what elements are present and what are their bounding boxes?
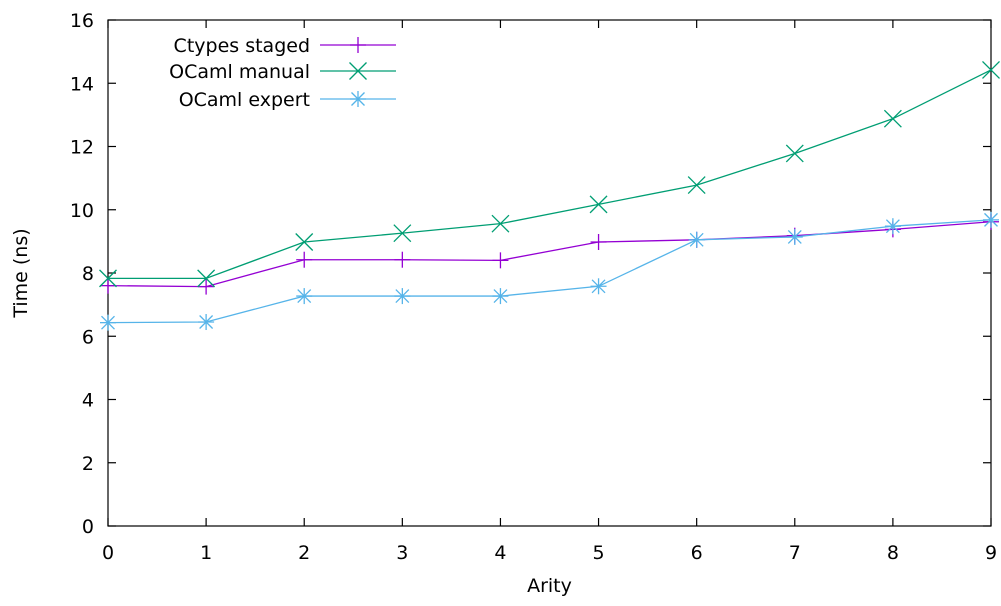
x-tick-label: 1 [200, 542, 212, 564]
marker-stroke [984, 212, 998, 227]
y-tick-label: 8 [82, 263, 94, 285]
legend-marker [350, 37, 366, 53]
data-point [590, 278, 607, 295]
data-point [198, 314, 215, 331]
x-tick-label: 5 [593, 542, 605, 564]
marker-stroke [101, 315, 115, 330]
data-point [197, 269, 216, 288]
x-tick-label: 8 [887, 542, 899, 564]
marker-stroke [491, 214, 510, 233]
data-point [883, 109, 902, 128]
marker-stroke [589, 195, 608, 214]
marker-stroke [393, 224, 412, 243]
series-ocaml-manual [99, 61, 1000, 288]
series-line [107, 221, 992, 288]
x-tick-label: 0 [102, 542, 114, 564]
data-point [198, 278, 215, 295]
data-point [100, 314, 116, 331]
legend-marker [350, 91, 366, 107]
marker-stroke [493, 289, 508, 304]
marker-stroke [687, 176, 706, 195]
marker-stroke [199, 315, 214, 329]
y-tick-label: 12 [70, 137, 94, 159]
series-line [107, 219, 992, 324]
data-point [296, 288, 313, 305]
data-point [492, 252, 509, 269]
x-tick-label: 3 [396, 542, 408, 564]
marker-stroke [982, 61, 1000, 79]
y-tick-label: 0 [82, 516, 94, 538]
legend: Ctypes staged OCaml manual OCaml expert [169, 35, 396, 111]
data-point [785, 144, 804, 163]
data-point [982, 61, 1000, 79]
y-axis-label: Time (ns) [10, 228, 32, 318]
marker-stroke [349, 62, 367, 80]
marker-stroke [351, 92, 365, 106]
marker-stroke [395, 289, 410, 304]
data-point [688, 231, 705, 248]
data-point [491, 214, 510, 233]
y-tick-label: 4 [82, 390, 94, 412]
marker-stroke [883, 109, 902, 128]
x-tick-label: 6 [691, 542, 703, 564]
data-point [394, 288, 411, 305]
marker-stroke [689, 232, 704, 247]
x-tick-label: 4 [494, 542, 506, 564]
data-point [492, 288, 509, 305]
marker-stroke [885, 219, 900, 234]
data-point [590, 234, 607, 251]
y-tick-label: 10 [70, 200, 94, 222]
x-tick-label: 9 [985, 542, 997, 564]
marker-stroke [787, 229, 802, 244]
marker-stroke [197, 269, 216, 288]
marker-stroke [297, 289, 312, 304]
marker-stroke [295, 233, 314, 251]
data-point [296, 251, 313, 268]
data-point [589, 195, 608, 214]
data-point [394, 251, 411, 268]
legend-label: Ctypes staged [174, 35, 310, 57]
legend-label: OCaml expert [179, 89, 310, 111]
series-line [108, 69, 992, 280]
series-ocaml-expert [100, 211, 999, 331]
data-point [100, 277, 116, 294]
x-tick-label: 2 [298, 542, 310, 564]
series-layer [99, 61, 1000, 331]
data-point [99, 269, 117, 288]
y-tick-label: 2 [82, 453, 94, 475]
data-point [884, 218, 901, 235]
y-tick-label: 6 [82, 326, 94, 348]
marker-stroke [591, 279, 606, 294]
marker-stroke [99, 269, 117, 288]
y-tick-label: 14 [70, 73, 94, 95]
data-point [687, 176, 706, 195]
data-point [983, 211, 999, 228]
data-point [393, 224, 412, 243]
legend-marker [349, 62, 367, 80]
marker-stroke [785, 144, 804, 163]
series-ctypes-staged [100, 213, 999, 295]
y-tick-label: 16 [70, 10, 94, 32]
data-point [786, 228, 803, 245]
data-point [295, 233, 314, 251]
x-tick-label: 7 [789, 542, 801, 564]
legend-label: OCaml manual [169, 61, 310, 83]
x-axis-label: Arity [527, 575, 572, 597]
